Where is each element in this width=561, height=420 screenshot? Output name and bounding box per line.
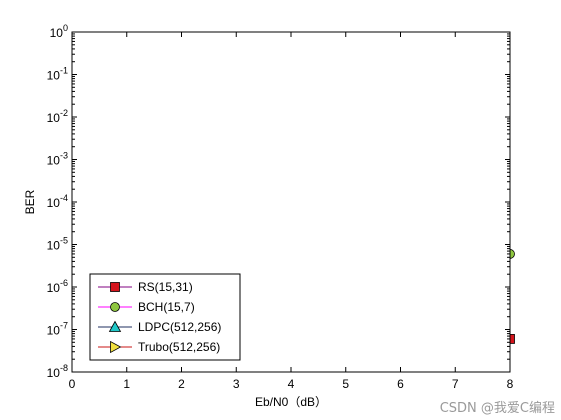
y-tick-label: 10-7 — [47, 321, 68, 338]
legend-label: Trubo(512,256) — [138, 340, 220, 354]
x-tick-label: 3 — [233, 377, 240, 391]
x-tick-label: 8 — [507, 377, 514, 391]
x-tick-label: 4 — [288, 377, 295, 391]
x-tick-label: 1 — [123, 377, 130, 391]
y-tick-label: 10-1 — [47, 66, 68, 83]
y-tick-label: 100 — [50, 23, 68, 40]
y-tick-label: 10-6 — [47, 278, 68, 295]
y-tick-label: 10-5 — [47, 236, 68, 253]
legend-label: RS(15,31) — [138, 280, 193, 294]
x-tick-label: 0 — [69, 377, 76, 391]
y-tick-label: 10-3 — [47, 151, 68, 168]
legend-label: BCH(15,7) — [138, 300, 195, 314]
watermark: CSDN @我爱C编程 — [439, 401, 555, 416]
y-tick-label: 10-2 — [47, 108, 68, 125]
legend: RS(15,31) BCH(15,7) LDPC(512,256) Trubo(512… — [89, 273, 241, 361]
legend-marker — [110, 302, 120, 312]
x-tick-label: 5 — [342, 377, 349, 391]
y-tick-label: 10-4 — [47, 193, 68, 210]
x-axis-label: Eb/N0（dB） — [255, 395, 327, 409]
legend-marker — [110, 282, 120, 292]
y-axis-label: BER — [23, 189, 37, 214]
x-tick-label: 6 — [397, 377, 404, 391]
y-tick-label: 10-8 — [47, 363, 68, 380]
x-tick-label: 2 — [178, 377, 185, 391]
legend-marker — [110, 340, 122, 354]
x-tick-label: 7 — [452, 377, 459, 391]
legend-label: LDPC(512,256) — [138, 320, 221, 334]
legend-marker — [108, 320, 122, 332]
